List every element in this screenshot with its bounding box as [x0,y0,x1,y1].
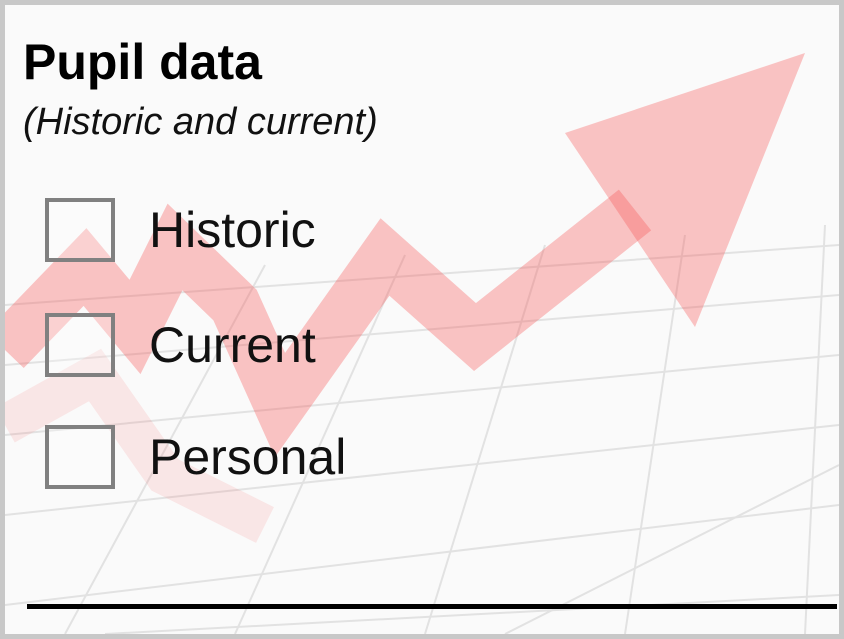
title: Pupil data [23,33,262,91]
checkbox-option[interactable]: Current [45,310,316,380]
checkbox[interactable] [45,425,115,489]
checkbox-label[interactable]: Personal [149,428,346,486]
checkbox-option[interactable]: Personal [45,422,346,492]
checkbox-option[interactable]: Historic [45,195,316,265]
checkbox-label[interactable]: Historic [149,201,316,259]
checkbox[interactable] [45,313,115,377]
divider [27,604,837,609]
card: Pupil data (Historic and current) Histor… [0,0,844,639]
checkbox-label[interactable]: Current [149,316,316,374]
checkbox[interactable] [45,198,115,262]
subtitle: (Historic and current) [23,101,378,144]
